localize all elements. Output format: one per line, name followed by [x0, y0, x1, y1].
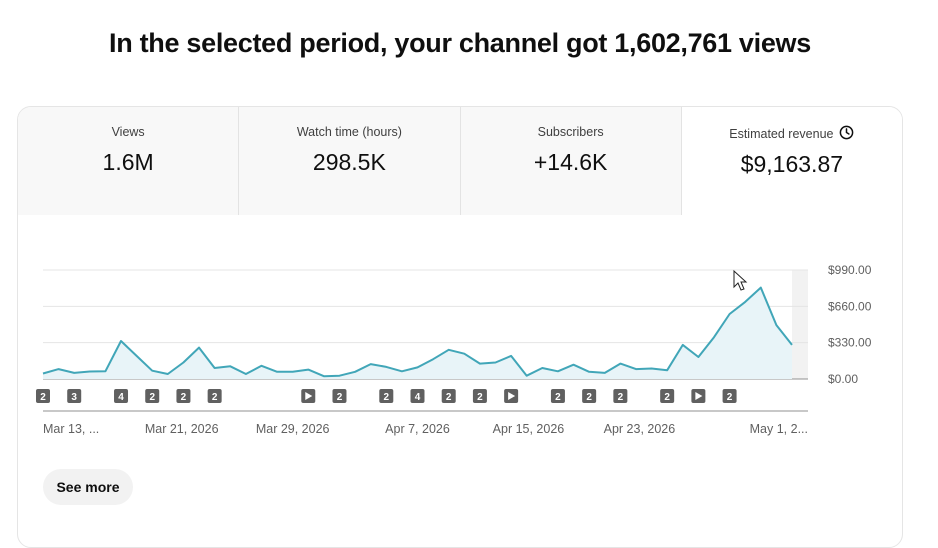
- tab-watch-time-value: 298.5K: [312, 149, 386, 175]
- video-count-label: 2: [149, 392, 155, 403]
- video-count-label: 2: [212, 392, 218, 403]
- x-tick-label: Apr 7, 2026: [385, 422, 450, 436]
- revenue-chart: $0.00 $330.00 $660.00 $990.00 2 3 4 2 2 2 2 2 4 2 2 2 2 2…: [18, 215, 902, 515]
- video-count-label: 2: [181, 392, 187, 403]
- video-marker: [722, 389, 737, 403]
- x-tick-label: Mar 29, 2026: [256, 422, 330, 436]
- video-marker: [114, 389, 129, 403]
- revenue-area: [43, 287, 792, 379]
- see-more-button[interactable]: See more: [43, 469, 133, 505]
- video-count-label: 2: [727, 392, 733, 403]
- video-count-label: 2: [477, 392, 483, 403]
- video-marker: [441, 389, 456, 403]
- video-count-label: 4: [118, 392, 124, 403]
- video-marker: [582, 389, 597, 403]
- video-count-label: 2: [555, 392, 561, 403]
- video-marker: [36, 389, 50, 403]
- revenue-chart-svg: $0.00 $330.00 $660.00 $990.00 2 3 4 2 2 2 2 2 4 2 2 2 2 2…: [36, 263, 872, 436]
- tab-estimated-revenue[interactable]: Estimated revenue $9,163.87: [681, 107, 902, 215]
- video-count-label: 3: [71, 392, 77, 403]
- video-marker: [67, 389, 82, 403]
- mouse-cursor-icon: [733, 269, 748, 291]
- tab-label: Views: [112, 125, 145, 139]
- x-tick-label: Mar 13, ...: [43, 422, 99, 436]
- y-tick-label: $0.00: [828, 372, 858, 386]
- analytics-card: Views 1.6M Watch time (hours) 298.5K Sub…: [17, 106, 903, 548]
- video-count-label: 2: [618, 392, 624, 403]
- revenue-line: [42, 286, 793, 378]
- video-count-label: 2: [664, 392, 670, 403]
- page-headline: In the selected period, your channel got…: [109, 28, 811, 58]
- tab-watch-time-label: Watch time (hours): [296, 125, 402, 139]
- video-marker: [332, 389, 347, 403]
- video-count-label: 2: [40, 392, 46, 403]
- tab-label: Estimated revenue: [729, 125, 854, 143]
- play-icon: [508, 392, 516, 400]
- tab-views-label: Views: [111, 125, 145, 139]
- video-count-label: 4: [415, 392, 421, 403]
- y-tick-label: $660.00: [828, 299, 872, 313]
- video-marker: [207, 389, 222, 403]
- clock-icon[interactable]: [839, 125, 854, 143]
- tab-label: Watch time (hours): [297, 125, 402, 139]
- x-tick-label: Apr 15, 2026: [493, 422, 565, 436]
- video-marker: [613, 389, 628, 403]
- play-icon: [305, 392, 313, 400]
- video-marker: [660, 389, 675, 403]
- tab-subscribers-value: +14.6K: [533, 149, 608, 175]
- tab-views-value: 1.6M: [102, 149, 154, 175]
- video-marker: [550, 389, 565, 403]
- video-count-label: 2: [446, 392, 452, 403]
- hover-band: [792, 270, 808, 379]
- video-count-label: 2: [384, 392, 390, 403]
- tab-revenue-label: Estimated revenue: [729, 127, 834, 141]
- y-tick-label: $990.00: [828, 263, 872, 277]
- tab-label: Subscribers: [538, 125, 604, 139]
- x-tick-label: Mar 21, 2026: [145, 422, 219, 436]
- tab-subscribers-label: Subscribers: [537, 125, 604, 139]
- video-marker: [176, 389, 191, 403]
- tab-revenue-value: $9,163.87: [740, 151, 844, 177]
- tab-watch-time[interactable]: Watch time (hours) 298.5K: [239, 107, 461, 215]
- metric-tabs: Views 1.6M Watch time (hours) 298.5K Sub…: [18, 107, 902, 215]
- x-tick-label: May 1, 2...: [750, 422, 808, 436]
- video-marker: [379, 389, 394, 403]
- x-tick-label: Apr 23, 2026: [604, 422, 676, 436]
- tab-views[interactable]: Views 1.6M: [18, 107, 240, 215]
- tab-subscribers[interactable]: Subscribers +14.6K: [460, 107, 682, 215]
- video-marker: [410, 389, 425, 403]
- video-count-label: 2: [337, 392, 343, 403]
- play-icon: [695, 392, 703, 400]
- y-tick-label: $330.00: [828, 336, 872, 350]
- video-marker: [472, 389, 487, 403]
- video-marker: [145, 389, 160, 403]
- video-count-label: 2: [586, 392, 592, 403]
